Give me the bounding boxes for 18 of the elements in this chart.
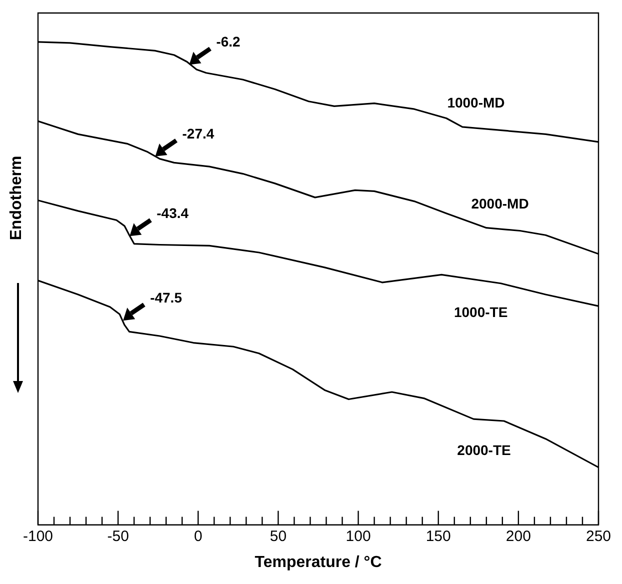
x-tick-label: 200	[506, 528, 531, 545]
x-axis-title: Temperature / °C	[254, 554, 382, 571]
annotation: -27.4	[182, 125, 214, 142]
x-tick-label: 50	[270, 528, 287, 545]
series-label: 2000-TE	[457, 442, 511, 458]
annotation: -6.2	[216, 34, 241, 50]
x-tick-label: 100	[346, 528, 371, 545]
x-tick-label: 250	[586, 528, 611, 545]
x-tick-label: -100	[22, 528, 54, 545]
x-tick-label: 150	[426, 528, 451, 545]
annotation: -43.4	[156, 204, 189, 221]
x-tick-label: 0	[194, 528, 202, 545]
annotation: -47.5	[150, 289, 182, 306]
series-label: 2000-MD	[471, 196, 529, 212]
x-tick-label: -50	[107, 528, 129, 545]
series-label: 1000-MD	[447, 94, 505, 111]
series-label: 1000-TE	[454, 304, 508, 320]
y-axis-title: Endotherm	[8, 154, 26, 242]
